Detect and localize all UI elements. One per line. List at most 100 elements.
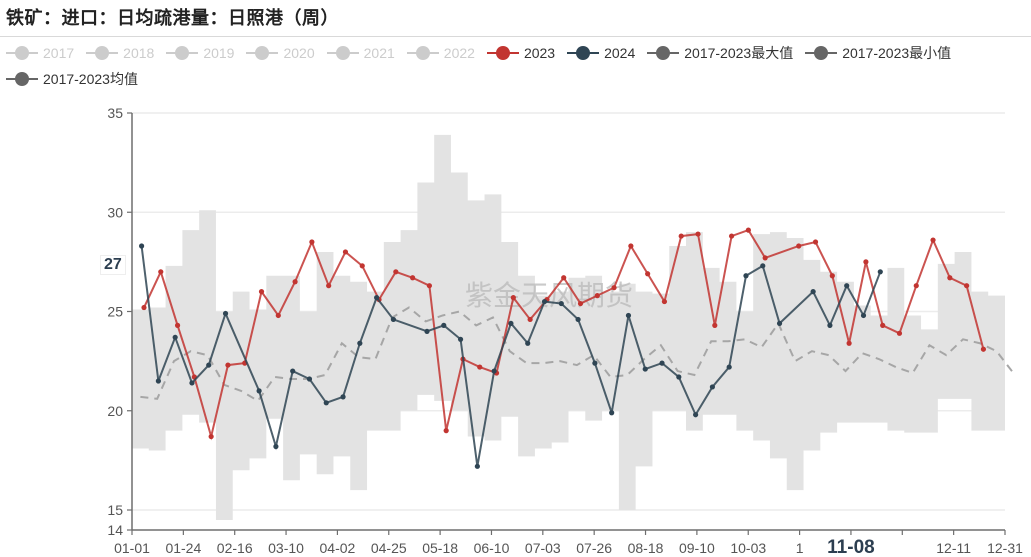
data-point[interactable] xyxy=(206,362,212,368)
legend-item-2017-2023最小值[interactable]: 2017-2023最小值 xyxy=(805,43,951,63)
data-point[interactable] xyxy=(225,362,231,368)
data-point[interactable] xyxy=(359,263,365,269)
data-point[interactable] xyxy=(760,263,766,269)
data-point[interactable] xyxy=(678,233,684,239)
data-point[interactable] xyxy=(393,269,399,275)
data-point[interactable] xyxy=(292,279,298,285)
data-point[interactable] xyxy=(930,237,936,243)
data-point[interactable] xyxy=(628,243,634,249)
data-point[interactable] xyxy=(611,285,617,291)
data-point[interactable] xyxy=(676,374,682,380)
data-point[interactable] xyxy=(880,322,886,328)
legend-item-2020[interactable]: 2020 xyxy=(246,45,315,61)
data-point[interactable] xyxy=(947,275,953,281)
data-point[interactable] xyxy=(441,322,447,328)
data-point[interactable] xyxy=(762,255,768,261)
legend-item-2018[interactable]: 2018 xyxy=(86,45,154,61)
data-point[interactable] xyxy=(810,289,816,295)
legend-label: 2017-2023最大值 xyxy=(684,45,794,61)
data-point[interactable] xyxy=(158,269,164,275)
data-point[interactable] xyxy=(625,312,632,319)
data-point[interactable] xyxy=(980,346,987,352)
data-point[interactable] xyxy=(141,304,147,311)
data-point[interactable] xyxy=(743,273,749,279)
data-point[interactable] xyxy=(558,300,564,307)
data-point[interactable] xyxy=(645,271,651,277)
data-point[interactable] xyxy=(844,283,850,289)
data-point[interactable] xyxy=(172,334,178,340)
data-point[interactable] xyxy=(138,243,145,249)
data-point[interactable] xyxy=(410,275,416,281)
legend-item-2017[interactable]: 2017 xyxy=(6,45,74,61)
data-point[interactable] xyxy=(726,364,732,370)
data-point[interactable] xyxy=(575,316,581,323)
data-point[interactable] xyxy=(275,312,281,319)
legend-item-2024[interactable]: 2024 xyxy=(567,45,635,61)
data-point[interactable] xyxy=(796,243,802,249)
data-point[interactable] xyxy=(273,443,279,450)
data-point[interactable] xyxy=(594,293,600,299)
data-point[interactable] xyxy=(508,320,514,327)
data-point[interactable] xyxy=(510,295,516,301)
data-point[interactable] xyxy=(860,312,867,319)
data-point[interactable] xyxy=(258,289,265,295)
data-point[interactable] xyxy=(426,283,432,289)
data-point[interactable] xyxy=(527,316,533,323)
data-point[interactable] xyxy=(290,368,296,374)
data-point[interactable] xyxy=(340,394,346,400)
data-point[interactable] xyxy=(827,322,833,328)
data-point[interactable] xyxy=(745,227,751,233)
data-point[interactable] xyxy=(642,366,648,372)
data-point[interactable] xyxy=(709,384,716,390)
data-point[interactable] xyxy=(541,298,548,305)
legend-item-2017-2023均值[interactable]: 2017-2023均值 xyxy=(6,69,138,89)
data-point[interactable] xyxy=(491,368,497,374)
x-tick-label: 07-03 xyxy=(525,540,561,556)
legend-item-2019[interactable]: 2019 xyxy=(166,45,234,61)
data-point[interactable] xyxy=(829,273,835,279)
legend-item-2022[interactable]: 2022 xyxy=(406,45,475,61)
data-point[interactable] xyxy=(474,463,480,469)
legend-item-2017-2023最大值[interactable]: 2017-2023最大值 xyxy=(647,43,793,63)
x-tick-label: 10-03 xyxy=(730,540,766,556)
data-point[interactable] xyxy=(913,283,919,289)
data-point[interactable] xyxy=(661,298,668,305)
data-point[interactable] xyxy=(309,239,315,245)
data-point[interactable] xyxy=(776,320,783,327)
data-point[interactable] xyxy=(424,328,430,334)
data-point[interactable] xyxy=(443,428,449,434)
data-point[interactable] xyxy=(695,231,701,237)
data-point[interactable] xyxy=(374,295,380,301)
data-point[interactable] xyxy=(155,378,161,384)
data-point[interactable] xyxy=(577,300,584,307)
data-point[interactable] xyxy=(712,322,718,328)
data-point[interactable] xyxy=(457,336,464,342)
data-point[interactable] xyxy=(390,316,397,323)
data-point[interactable] xyxy=(342,249,349,255)
data-point[interactable] xyxy=(323,400,329,406)
data-point[interactable] xyxy=(812,239,819,245)
data-point[interactable] xyxy=(477,364,483,370)
data-point[interactable] xyxy=(525,340,531,346)
data-point[interactable] xyxy=(964,283,970,289)
data-point[interactable] xyxy=(222,310,229,317)
data-point[interactable] xyxy=(609,410,615,416)
data-point[interactable] xyxy=(659,360,665,366)
legend-item-2021[interactable]: 2021 xyxy=(326,45,395,61)
data-point[interactable] xyxy=(693,412,699,418)
data-point[interactable] xyxy=(896,330,903,336)
data-point[interactable] xyxy=(174,322,181,328)
data-point[interactable] xyxy=(256,388,262,394)
data-point[interactable] xyxy=(846,340,852,346)
data-point[interactable] xyxy=(357,340,363,346)
data-point[interactable] xyxy=(189,380,195,386)
data-point[interactable] xyxy=(208,433,214,440)
data-point[interactable] xyxy=(728,233,735,239)
data-point[interactable] xyxy=(561,275,567,281)
data-point[interactable] xyxy=(306,376,313,382)
data-point[interactable] xyxy=(863,259,869,265)
data-point[interactable] xyxy=(592,360,598,366)
data-point[interactable] xyxy=(326,283,332,289)
data-point[interactable] xyxy=(877,269,883,275)
legend-item-2023[interactable]: 2023 xyxy=(486,45,555,61)
